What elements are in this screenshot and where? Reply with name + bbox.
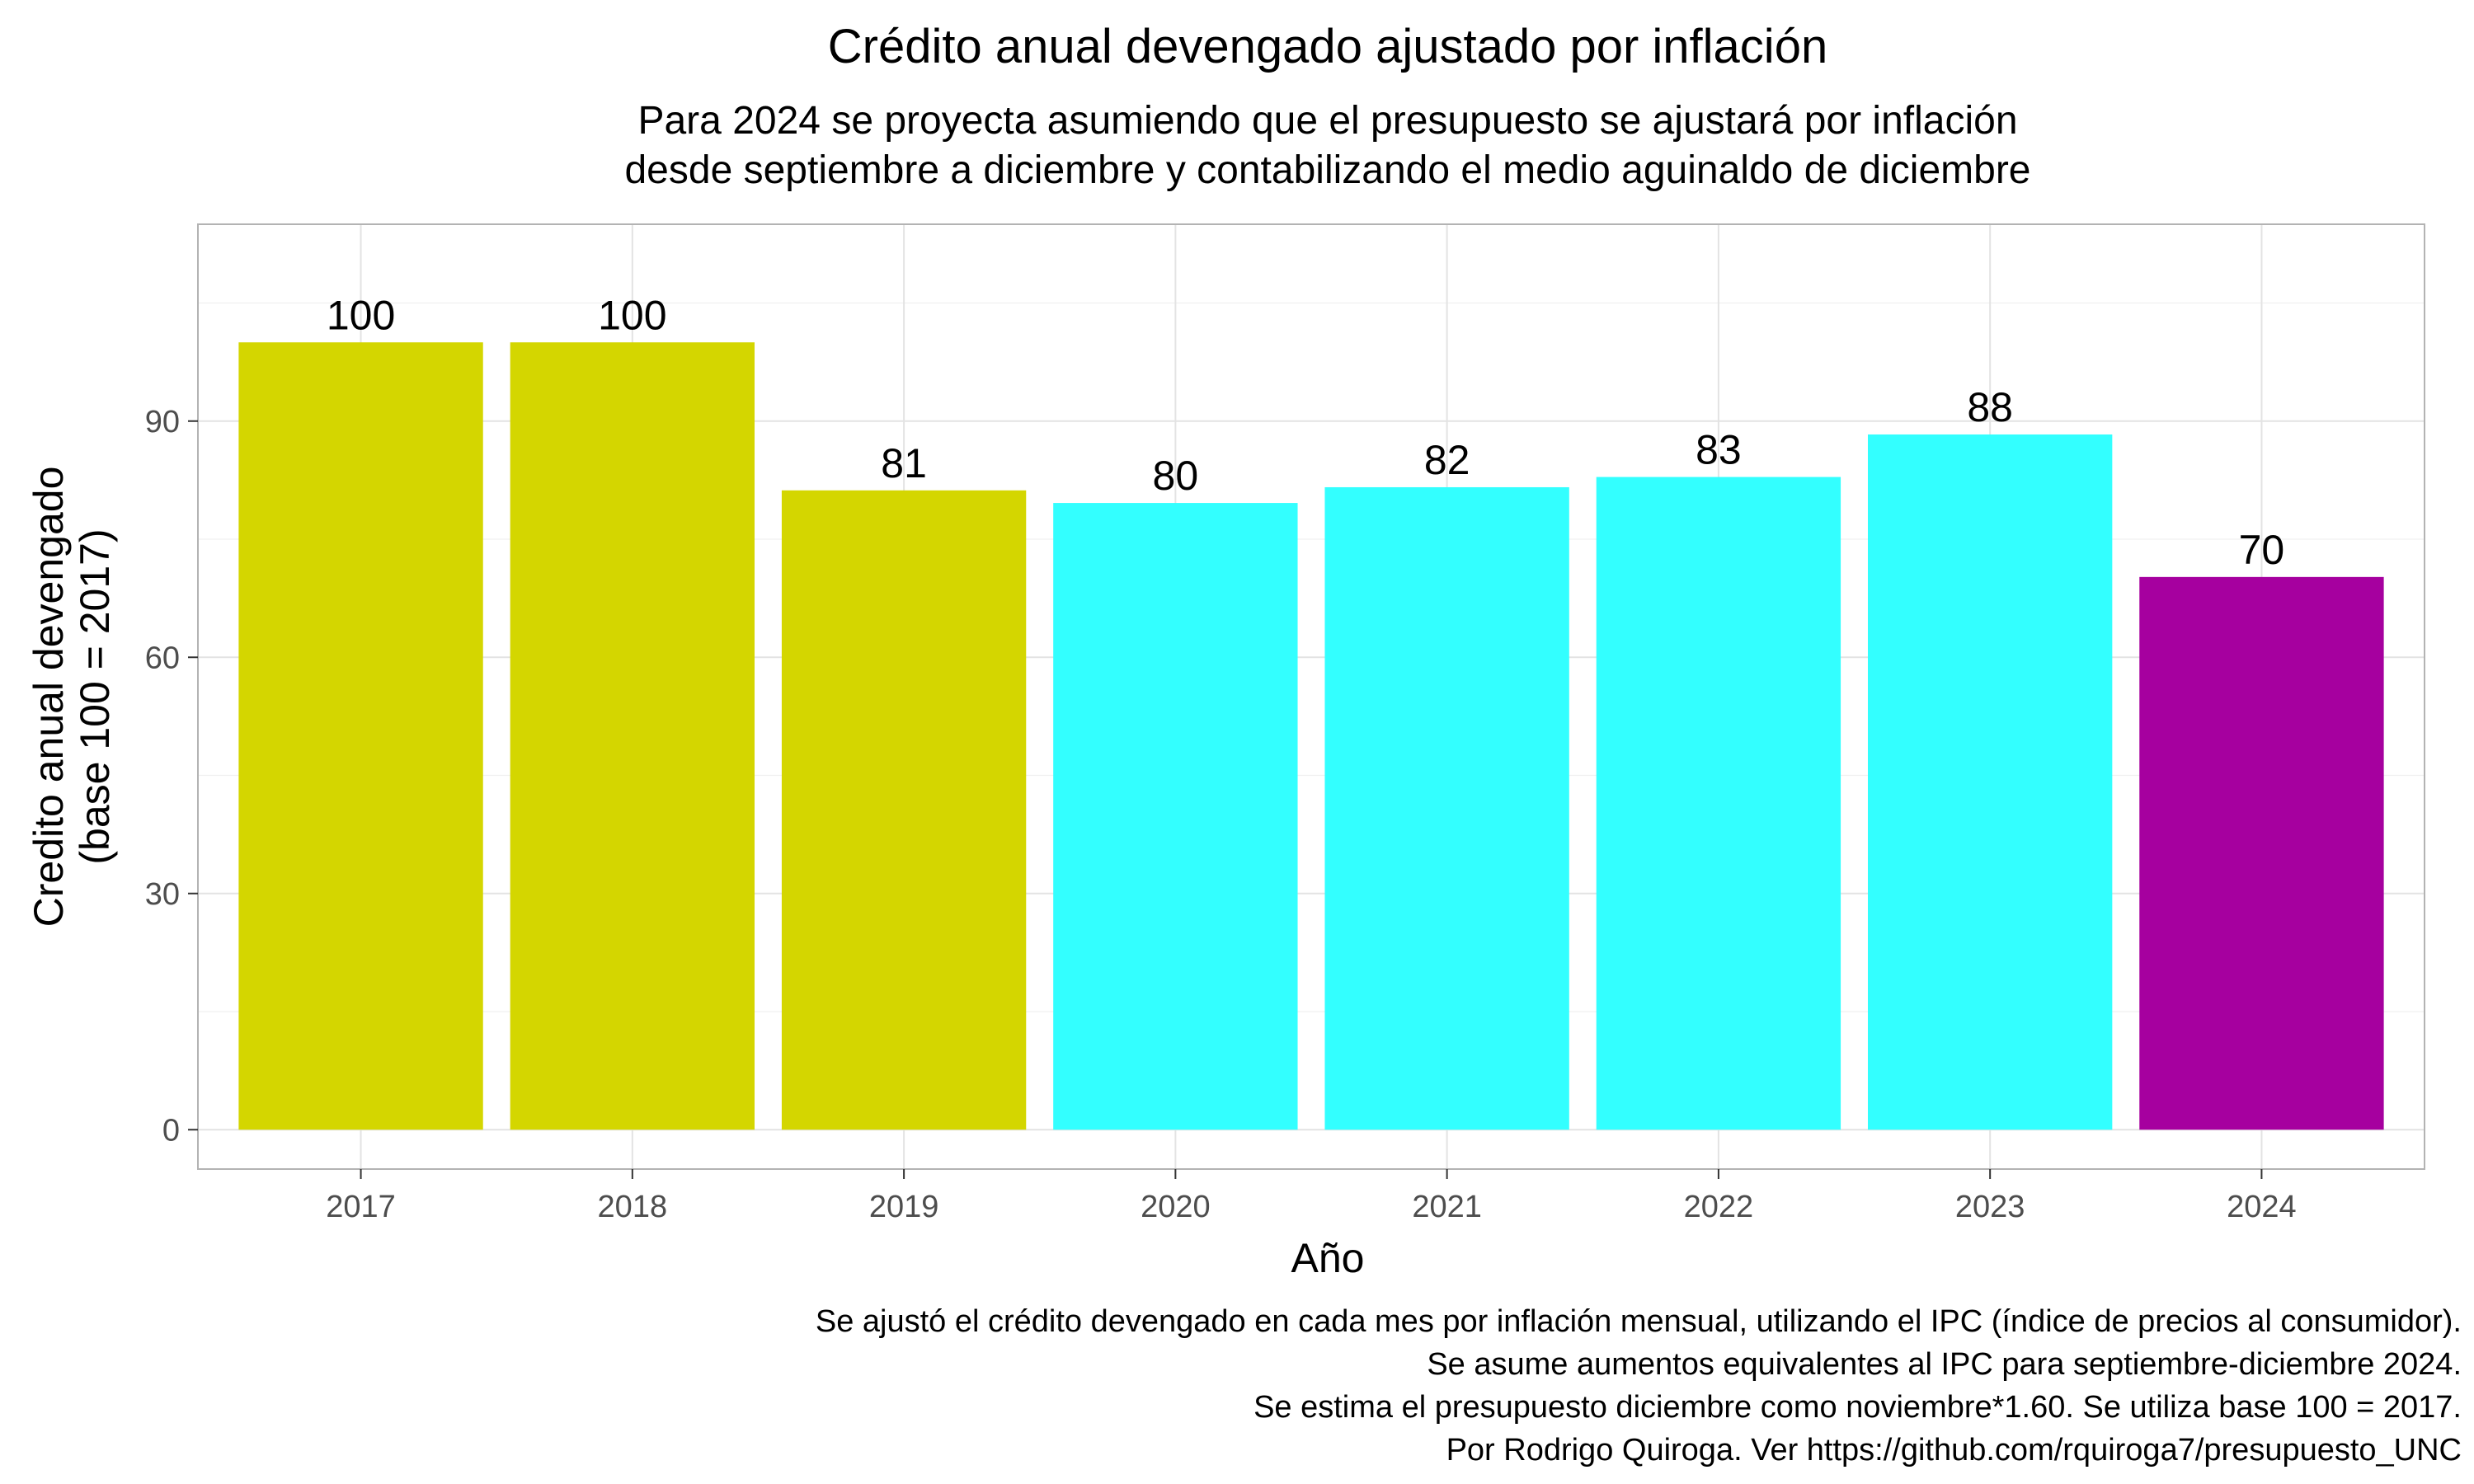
bar-2017 xyxy=(238,342,483,1130)
data-label-2022: 83 xyxy=(1696,427,1742,473)
data-label-2023: 88 xyxy=(1967,384,2013,430)
x-axis-title: Año xyxy=(1291,1235,1365,1281)
x-tick-label-2020: 2020 xyxy=(1141,1190,1211,1224)
chart-subtitle-line-2: desde septiembre a diciembre y contabili… xyxy=(624,148,2030,192)
x-tick-label-2021: 2021 xyxy=(1412,1190,1482,1224)
x-tick-label-2017: 2017 xyxy=(326,1190,396,1224)
plot-border xyxy=(197,223,2425,1170)
caption-line-3: Se estima el presupuesto diciembre como … xyxy=(1253,1390,2462,1425)
y-tick-label-2: 60 xyxy=(145,641,180,675)
data-label-2021: 82 xyxy=(1424,437,1470,483)
bar-2018 xyxy=(510,342,755,1130)
y-tick-label-1: 30 xyxy=(145,877,180,912)
bar-2021 xyxy=(1324,486,1569,1130)
data-label-2020: 80 xyxy=(1153,453,1199,499)
chart-subtitle-line-1: Para 2024 se proyecta asumiendo que el p… xyxy=(637,99,2017,143)
x-tick-label-2023: 2023 xyxy=(1955,1190,2025,1224)
bar-2022 xyxy=(1596,477,1841,1130)
bar-2024 xyxy=(2139,576,2384,1130)
x-axis: 2017 2018 2019 2020 2021 2022 2023 2024 xyxy=(326,1169,2297,1224)
caption-line-4: Por Rodrigo Quiroga. Ver https://github.… xyxy=(1446,1433,2462,1468)
x-tick-label-2019: 2019 xyxy=(869,1190,939,1224)
data-label-2019: 81 xyxy=(881,440,927,486)
y-tick-label-3: 90 xyxy=(145,405,180,439)
bars xyxy=(238,342,2384,1130)
y-axis-title-line-1: Credito anual devengado xyxy=(26,467,72,928)
y-tick-label-0: 0 xyxy=(162,1113,180,1148)
bar-2020 xyxy=(1053,503,1298,1130)
x-tick-label-2018: 2018 xyxy=(598,1190,668,1224)
data-label-2017: 100 xyxy=(327,292,395,338)
value-labels: 100 100 81 80 82 83 88 70 xyxy=(327,292,2284,573)
x-tick-label-2024: 2024 xyxy=(2227,1190,2297,1224)
bar-2019 xyxy=(781,490,1027,1130)
y-axis-title-line-2: (base 100 = 2017) xyxy=(72,528,118,864)
caption-line-2: Se asume aumentos equivalentes al IPC pa… xyxy=(1427,1347,2462,1382)
y-axis: 0 30 60 90 xyxy=(145,405,198,1148)
chart-title: Crédito anual devengado ajustado por inf… xyxy=(828,20,1827,73)
bar-2023 xyxy=(1868,434,2113,1130)
x-tick-label-2022: 2022 xyxy=(1684,1190,1754,1224)
caption-line-1: Se ajustó el crédito devengado en cada m… xyxy=(816,1304,2462,1339)
data-label-2024: 70 xyxy=(2239,527,2285,573)
data-label-2018: 100 xyxy=(598,292,666,338)
y-axis-title: Credito anual devengado (base 100 = 2017… xyxy=(26,467,118,928)
